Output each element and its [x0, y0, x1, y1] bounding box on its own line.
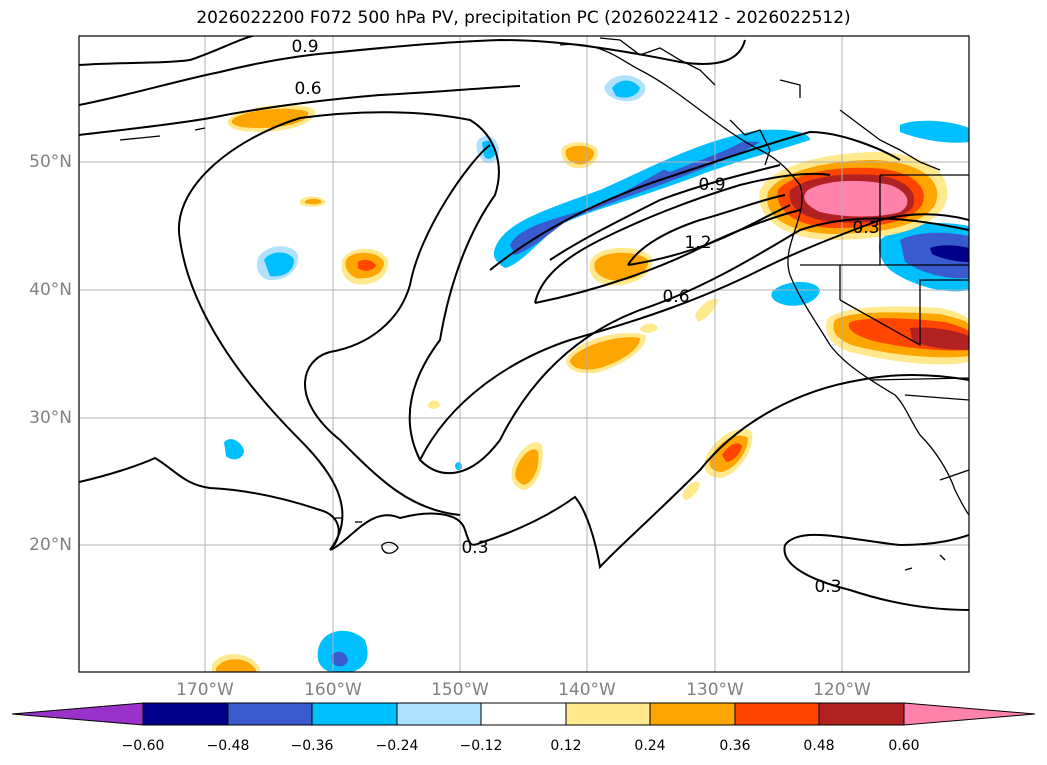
- map-title: 2026022200 F072 500 hPa PV, precipitatio…: [196, 8, 851, 28]
- lon-label-130w: 130°W: [686, 680, 744, 700]
- lon-label-150w: 150°W: [431, 680, 489, 700]
- fill-jet-blue-inner: [660, 140, 745, 172]
- colorbar-extend-right: [903, 702, 1036, 726]
- colorbar-tick: −0.24: [375, 738, 419, 754]
- fill-ne-blue-top: [900, 120, 969, 143]
- precip-fills: [212, 75, 969, 672]
- fill-blob-small-5: [640, 323, 658, 333]
- colorbar-bin: [311, 702, 398, 726]
- colorbar-bin: [480, 702, 567, 726]
- colorbar-bin: [396, 702, 482, 726]
- contour-0-3-gulf: [177, 111, 969, 474]
- lat-label-50n: 50°N: [29, 152, 72, 172]
- colorbar: [11, 702, 1036, 726]
- fill-blob-orange-8-core: [216, 659, 256, 672]
- contour-label: 0.6: [662, 287, 689, 307]
- contour-label: 1.2: [684, 233, 711, 253]
- fill-jet-blue-band: [493, 129, 810, 268]
- lat-label-30n: 30°N: [29, 408, 72, 428]
- fill-blob-blue-2-core: [264, 252, 294, 277]
- contour-0-6-north: [79, 38, 746, 106]
- fill-blob-blue-3: [224, 439, 244, 460]
- fill-blob-small-6: [455, 462, 462, 471]
- lon-label-140w: 140°W: [558, 680, 616, 700]
- fill-blob-small-4: [428, 400, 440, 409]
- colorbar-tick: 0.36: [719, 738, 751, 754]
- contour-0-6-jet-lower: [534, 209, 801, 304]
- contour-label: 0.3: [852, 218, 879, 238]
- contour-0-3-west: [179, 239, 344, 551]
- colorbar-tick: −0.36: [290, 738, 334, 754]
- colorbar-extend-left: [11, 702, 144, 726]
- colorbar-tick: 0.48: [803, 738, 835, 754]
- fill-blob-small-2: [695, 299, 718, 322]
- fill-ne-deepblue: [900, 232, 969, 279]
- contour-0-6-jet-lower2: [534, 172, 831, 304]
- lon-label-120w: 120°W: [813, 680, 871, 700]
- contour-0-6-south: [419, 213, 969, 461]
- fill-blob-orange-1-core: [594, 252, 649, 281]
- colorbar-tick: 0.24: [634, 738, 666, 754]
- contour-0-3-upper: [79, 85, 521, 136]
- fill-blob-small-1-core: [305, 198, 322, 205]
- colorbar-bin: [142, 702, 229, 726]
- fill-blob-blue-4: [317, 630, 368, 672]
- lat-label-40n: 40°N: [29, 280, 72, 300]
- colorbar-tick: 0.60: [888, 738, 920, 754]
- contour-labels: 0.9 0.6 0.9 1.2 0.6 0.3 0.3 0.3: [291, 37, 879, 597]
- pv-contours: [79, 36, 969, 611]
- colorbar-bin: [734, 702, 820, 726]
- fill-oregon-blue: [771, 281, 820, 306]
- fill-ne-navy: [930, 245, 969, 262]
- contour-1-2: [627, 194, 786, 266]
- coastlines: [119, 37, 969, 571]
- colorbar-bin: [227, 702, 313, 726]
- fill-pnw-pink: [804, 180, 908, 217]
- lat-label-20n: 20°N: [29, 535, 72, 555]
- contour-label: 0.3: [461, 538, 488, 558]
- fill-blob-red-2: [358, 259, 376, 271]
- contour-0-3-main: [79, 374, 969, 570]
- contour-label: 0.6: [294, 79, 321, 99]
- contour-label: 0.9: [291, 37, 318, 57]
- colorbar-bin: [818, 702, 905, 726]
- contour-0-3-se: [783, 533, 969, 611]
- contour-0-3-inner-loop: [329, 144, 491, 353]
- colorbar-tick: −0.48: [206, 738, 250, 754]
- colorbar-bin: [649, 702, 736, 726]
- colorbar-tick: −0.60: [121, 738, 165, 754]
- lon-label-160w: 160°W: [304, 680, 362, 700]
- fill-ca-darkred: [910, 327, 969, 350]
- fill-blob-orange-6-core: [515, 449, 539, 485]
- colorbar-tick: 0.12: [550, 738, 582, 754]
- fill-blob-blue-4-core: [332, 651, 348, 667]
- fill-blob-red-7: [722, 443, 742, 462]
- plot-frame: [78, 35, 970, 673]
- fill-blob-small-3: [682, 481, 700, 500]
- fill-jet-deepblue: [510, 141, 760, 255]
- colorbar-bin: [565, 702, 651, 726]
- contour-0-3-inner-2: [304, 351, 461, 516]
- contour-label: 0.3: [814, 577, 841, 597]
- fill-alaska-blue-core: [612, 80, 640, 98]
- lon-label-170w: 170°W: [176, 680, 234, 700]
- fill-blob-orange-3-core: [231, 108, 309, 128]
- contour-0-9: [549, 164, 781, 261]
- contour-0-9-north: [79, 36, 256, 66]
- colorbar-tick: −0.12: [459, 738, 503, 754]
- contour-0-6-jet: [489, 130, 901, 271]
- contour-1-2b: [627, 204, 791, 266]
- graticule: [79, 36, 969, 672]
- contour-label: 0.9: [698, 175, 725, 195]
